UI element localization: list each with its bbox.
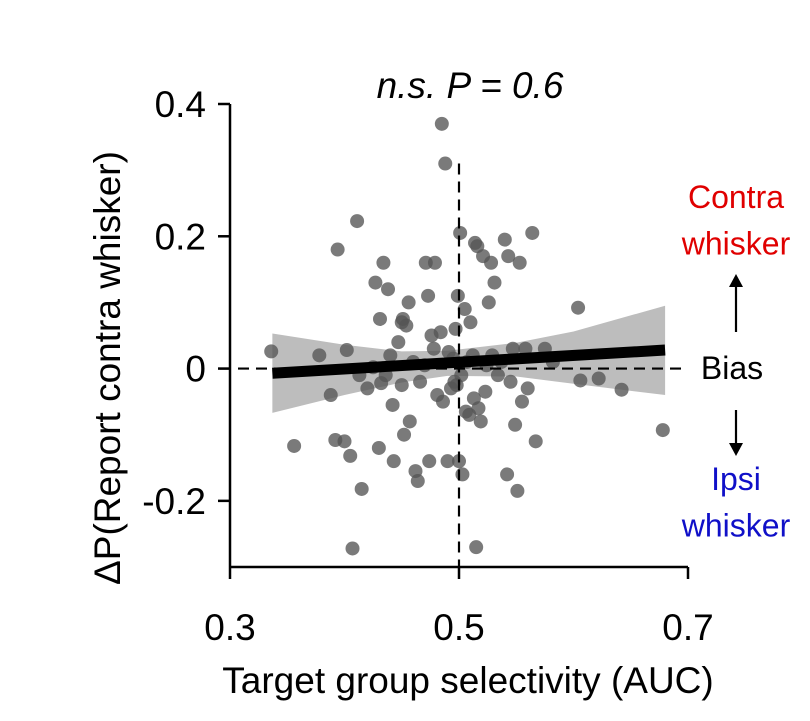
fit-line bbox=[272, 344, 666, 379]
bias-label: Bias bbox=[701, 350, 763, 386]
data-point bbox=[655, 423, 670, 438]
data-point bbox=[448, 321, 463, 336]
data-point bbox=[435, 394, 450, 409]
down-arrow-icon bbox=[729, 443, 743, 456]
y-tick-label: -0.2 bbox=[142, 481, 206, 522]
data-point bbox=[571, 300, 586, 315]
data-point bbox=[508, 417, 523, 432]
annotation-line: Contra bbox=[688, 179, 784, 215]
data-point bbox=[471, 401, 486, 416]
y-tick-label: 0.2 bbox=[155, 216, 206, 257]
fit-line-layer bbox=[272, 344, 666, 379]
data-points-layer bbox=[264, 116, 670, 556]
data-point bbox=[453, 225, 468, 240]
data-point bbox=[372, 311, 387, 326]
data-point bbox=[463, 315, 478, 330]
x-axis-label: Target group selectivity (AUC) bbox=[222, 660, 713, 701]
data-point bbox=[410, 474, 425, 489]
ipsi-whisker-label: Ipsi whisker bbox=[681, 461, 791, 543]
data-point bbox=[434, 116, 449, 131]
data-point bbox=[591, 371, 606, 386]
data-point bbox=[427, 255, 442, 270]
data-point bbox=[614, 382, 629, 397]
data-point bbox=[510, 483, 525, 498]
data-point bbox=[514, 394, 529, 409]
data-point bbox=[385, 397, 400, 412]
data-point bbox=[454, 368, 469, 383]
data-point bbox=[376, 255, 391, 270]
data-point bbox=[386, 454, 401, 469]
data-point bbox=[525, 225, 540, 240]
data-point bbox=[264, 344, 279, 359]
annotation-line: whisker bbox=[681, 225, 791, 261]
data-point bbox=[512, 255, 527, 270]
data-point bbox=[473, 414, 488, 429]
x-tick-label: 0.7 bbox=[662, 607, 713, 648]
data-point bbox=[457, 302, 472, 317]
data-point bbox=[422, 454, 437, 469]
data-point bbox=[501, 249, 516, 264]
data-point bbox=[481, 295, 496, 310]
y-tick-label: 0 bbox=[185, 349, 206, 390]
y-axis-label: ΔP(Report contra whisker) bbox=[87, 151, 128, 585]
data-point bbox=[312, 348, 327, 363]
up-arrow-icon bbox=[729, 274, 743, 287]
data-point bbox=[354, 481, 369, 496]
contra-whisker-label: Contra whisker bbox=[681, 179, 791, 261]
data-point bbox=[402, 414, 417, 429]
data-point bbox=[391, 335, 406, 350]
x-tick-label: 0.5 bbox=[433, 607, 484, 648]
data-point bbox=[478, 384, 493, 399]
data-point bbox=[343, 448, 358, 463]
data-point bbox=[371, 440, 386, 455]
data-point bbox=[505, 341, 520, 356]
data-point bbox=[337, 434, 352, 449]
data-point bbox=[490, 368, 505, 383]
data-point bbox=[497, 232, 512, 247]
axes-layer: 0.3 0.5 0.7 0.4 0.2 0 -0.2 bbox=[142, 84, 713, 648]
data-point bbox=[383, 348, 398, 363]
chart-title: n.s. P = 0.6 bbox=[377, 65, 564, 106]
data-point bbox=[397, 427, 412, 442]
data-point bbox=[450, 288, 465, 303]
data-point bbox=[360, 381, 375, 396]
data-point bbox=[469, 540, 484, 555]
data-point bbox=[381, 282, 396, 297]
data-point bbox=[528, 434, 543, 449]
x-tick-label: 0.3 bbox=[204, 607, 255, 648]
data-point bbox=[487, 275, 502, 290]
data-point bbox=[323, 388, 338, 403]
data-point bbox=[440, 454, 455, 469]
data-point bbox=[421, 288, 436, 303]
data-point bbox=[518, 341, 533, 356]
data-point bbox=[368, 275, 383, 290]
data-point bbox=[484, 255, 499, 270]
data-point bbox=[455, 467, 470, 482]
data-point bbox=[401, 295, 416, 310]
annotation-line: Ipsi bbox=[711, 461, 761, 497]
data-point bbox=[413, 374, 428, 389]
data-point bbox=[339, 343, 354, 358]
data-point bbox=[520, 381, 535, 396]
annotation-line: whisker bbox=[681, 507, 791, 543]
data-point bbox=[394, 378, 409, 393]
data-point bbox=[287, 438, 302, 453]
data-point bbox=[350, 214, 365, 229]
data-point bbox=[345, 541, 360, 556]
y-tick-label: 0.4 bbox=[155, 84, 206, 125]
data-point bbox=[438, 156, 453, 171]
data-point bbox=[433, 325, 448, 340]
data-point bbox=[573, 373, 588, 388]
bias-arrows bbox=[729, 274, 743, 456]
data-point bbox=[426, 341, 441, 356]
data-point bbox=[500, 467, 515, 482]
data-point bbox=[503, 374, 518, 389]
data-point bbox=[399, 318, 414, 333]
data-point bbox=[330, 242, 345, 257]
